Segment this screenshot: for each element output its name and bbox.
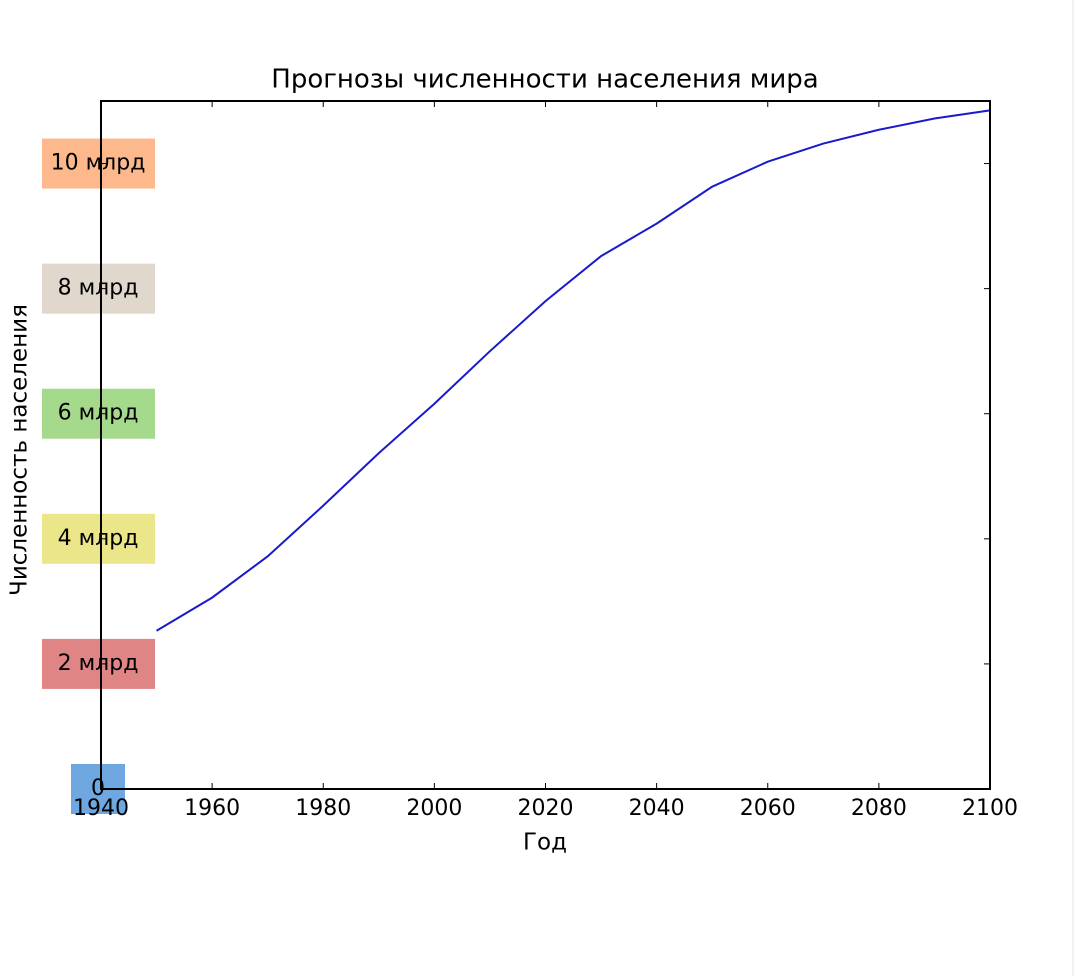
x-tick-label: 2000 [406,796,462,821]
x-axis-label: Год [523,830,567,856]
y-tick-label: 8 млрд [58,276,139,301]
y-tick-box [42,138,155,189]
y-tick-label: 4 млрд [58,526,139,551]
y-tick-box [42,513,155,564]
y-tick-box [42,638,155,689]
x-tick-label: 2020 [518,796,574,821]
x-tick-label: 1980 [295,796,351,821]
y-axis-label: Численность населения [7,304,33,596]
x-tick-label: 2060 [740,796,796,821]
y-tick-box [42,263,155,314]
x-tick-label: 2100 [962,796,1018,821]
y-tick-label: 10 млрд [51,151,146,176]
y-tick-label: 2 млрд [58,651,139,676]
y-tick-label: 6 млрд [58,401,139,426]
plot-frame [100,100,991,790]
x-tick-label: 2040 [629,796,685,821]
y-tick-box [42,388,155,439]
chart-title: Прогнозы численности населения мира [271,65,818,95]
x-tick-label: 1960 [184,796,240,821]
x-tick-label: 1940 [73,796,129,821]
line [156,109,991,632]
x-tick-label: 2080 [851,796,907,821]
